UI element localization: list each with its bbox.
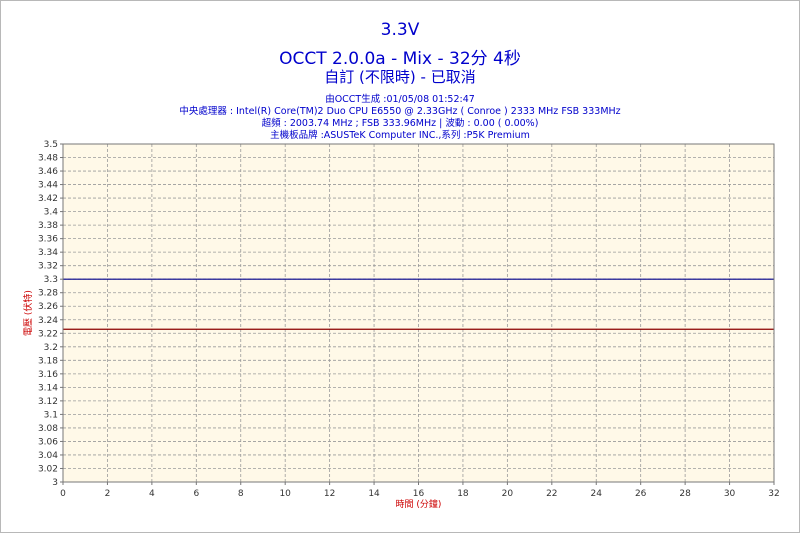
x-tick-label: 20 <box>502 489 514 499</box>
y-tick-label: 3.42 <box>38 194 58 204</box>
x-tick-label: 26 <box>635 489 647 499</box>
x-tick-labels: 0 2 4 6 8 10 12 14 16 18 20 22 24 26 28 30 32 <box>60 482 780 499</box>
x-axis-label: 時間 (分鐘) <box>396 498 442 510</box>
y-tick-label: 3.46 <box>38 167 58 177</box>
y-tick-label: 3.12 <box>38 397 58 407</box>
x-tick-label: 22 <box>546 489 557 499</box>
chart-subtitle: OCCT 2.0.0a - Mix - 32分 4秒 <box>279 49 521 69</box>
y-tick-label: 3.26 <box>38 302 58 312</box>
chart-title: 3.3V <box>380 20 420 40</box>
y-tick-label: 3.24 <box>38 316 58 326</box>
y-tick-label: 3.44 <box>38 181 58 191</box>
y-tick-label: 3.3 <box>44 275 58 285</box>
y-tick-label: 3.28 <box>38 289 58 299</box>
y-tick-labels: 3 3.02 3.04 3.06 3.08 3.1 3.12 3.14 3.16 3.18 3.2 3… <box>38 140 63 488</box>
y-tick-label: 3.1 <box>44 410 58 420</box>
x-tick-label: 16 <box>413 489 425 499</box>
grid-lines <box>63 144 774 482</box>
x-tick-label: 32 <box>768 489 779 499</box>
y-tick-label: 3 <box>52 478 58 488</box>
y-tick-label: 3.2 <box>44 343 58 353</box>
y-tick-label: 3.16 <box>38 370 58 380</box>
y-axis-label: 電壓 (伏特) <box>22 290 34 336</box>
y-tick-label: 3.34 <box>38 248 58 258</box>
y-tick-label: 3.38 <box>38 221 58 231</box>
y-tick-label: 3.48 <box>38 154 58 164</box>
y-tick-label: 3.36 <box>38 235 58 245</box>
x-tick-label: 6 <box>193 489 199 499</box>
info-overclock: 超頻 : 2003.74 MHz ; FSB 333.96MHz | 波動 : … <box>261 118 539 129</box>
chart-subtitle-status: 自訂 (不限時) - 已取消 <box>324 68 476 86</box>
x-tick-label: 10 <box>279 489 291 499</box>
y-tick-label: 3.18 <box>38 356 58 366</box>
info-motherboard: 主機板品牌 :ASUSTeK Computer INC.,系列 :P5K Pre… <box>270 130 530 141</box>
x-tick-label: 18 <box>457 489 469 499</box>
x-tick-label: 14 <box>368 489 380 499</box>
y-tick-label: 3.32 <box>38 262 58 272</box>
x-tick-label: 2 <box>105 489 111 499</box>
x-tick-label: 30 <box>724 489 736 499</box>
x-tick-label: 0 <box>60 489 66 499</box>
y-tick-label: 3.14 <box>38 383 58 393</box>
info-cpu: 中央處理器 : Intel(R) Core(TM)2 Duo CPU E6550… <box>179 106 621 117</box>
y-tick-label: 3.06 <box>38 437 58 447</box>
x-tick-label: 12 <box>324 489 335 499</box>
x-tick-label: 8 <box>238 489 244 499</box>
y-tick-label: 3.22 <box>38 329 58 339</box>
y-tick-label: 3.08 <box>38 424 58 434</box>
y-tick-label: 3.02 <box>38 464 58 474</box>
series-group <box>63 278 774 330</box>
y-tick-label: 3.5 <box>44 140 58 150</box>
x-tick-label: 24 <box>591 489 603 499</box>
info-generated: 由OCCT生成 :01/05/08 01:52:47 <box>325 94 475 105</box>
y-tick-label: 3.04 <box>38 451 58 461</box>
x-tick-label: 28 <box>679 489 691 499</box>
y-tick-label: 3.4 <box>44 208 59 218</box>
x-tick-label: 4 <box>149 489 155 499</box>
